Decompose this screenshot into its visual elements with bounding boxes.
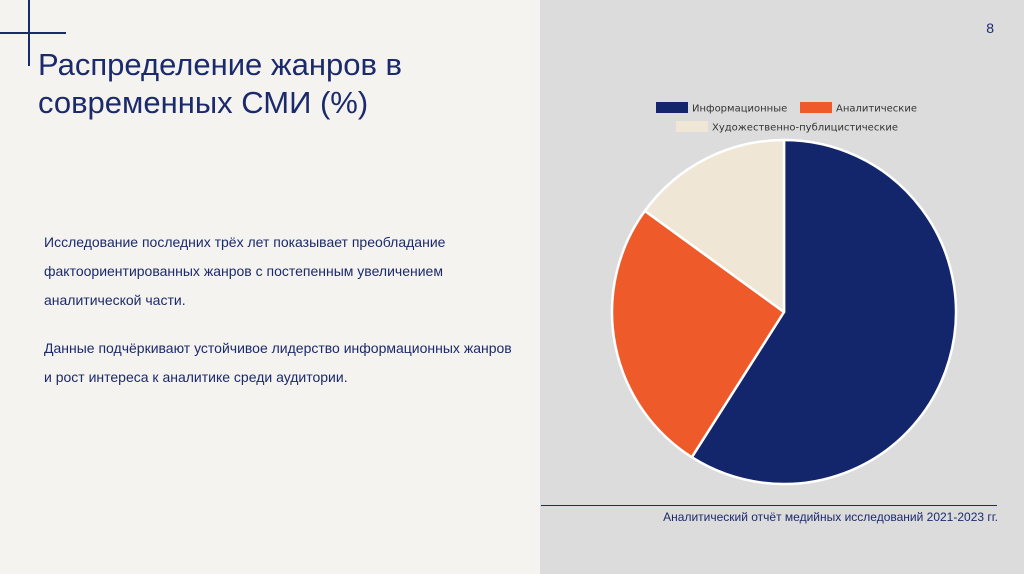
legend-label-1: Информационные [692,104,787,115]
genre-pie-chart: Информационные Аналитические Художественно… [610,102,958,486]
left-panel [0,0,540,574]
legend-swatch-2 [800,102,832,113]
legend-swatch-1 [656,102,688,113]
decor-cross-horizontal [0,32,66,34]
source-note: Аналитический отчёт медийных исследовани… [663,510,998,524]
page-number: 8 [986,20,994,36]
pie-slice-3 [643,138,786,314]
footer-divider [541,505,997,506]
slide-title: Распределение жанров в современных СМИ (… [38,47,403,120]
legend-label-3: Художественно-публицистические [712,123,898,134]
paragraph-1: Исследование последних трёх лет показыва… [44,234,446,308]
legend-swatch-3 [676,121,708,132]
pie-slice-1 [690,138,958,486]
paragraph-2: Данные подчёркивают устойчивое лидерство… [44,340,512,385]
pie-slice-2 [610,209,786,459]
legend-label-2: Аналитические [836,104,917,115]
